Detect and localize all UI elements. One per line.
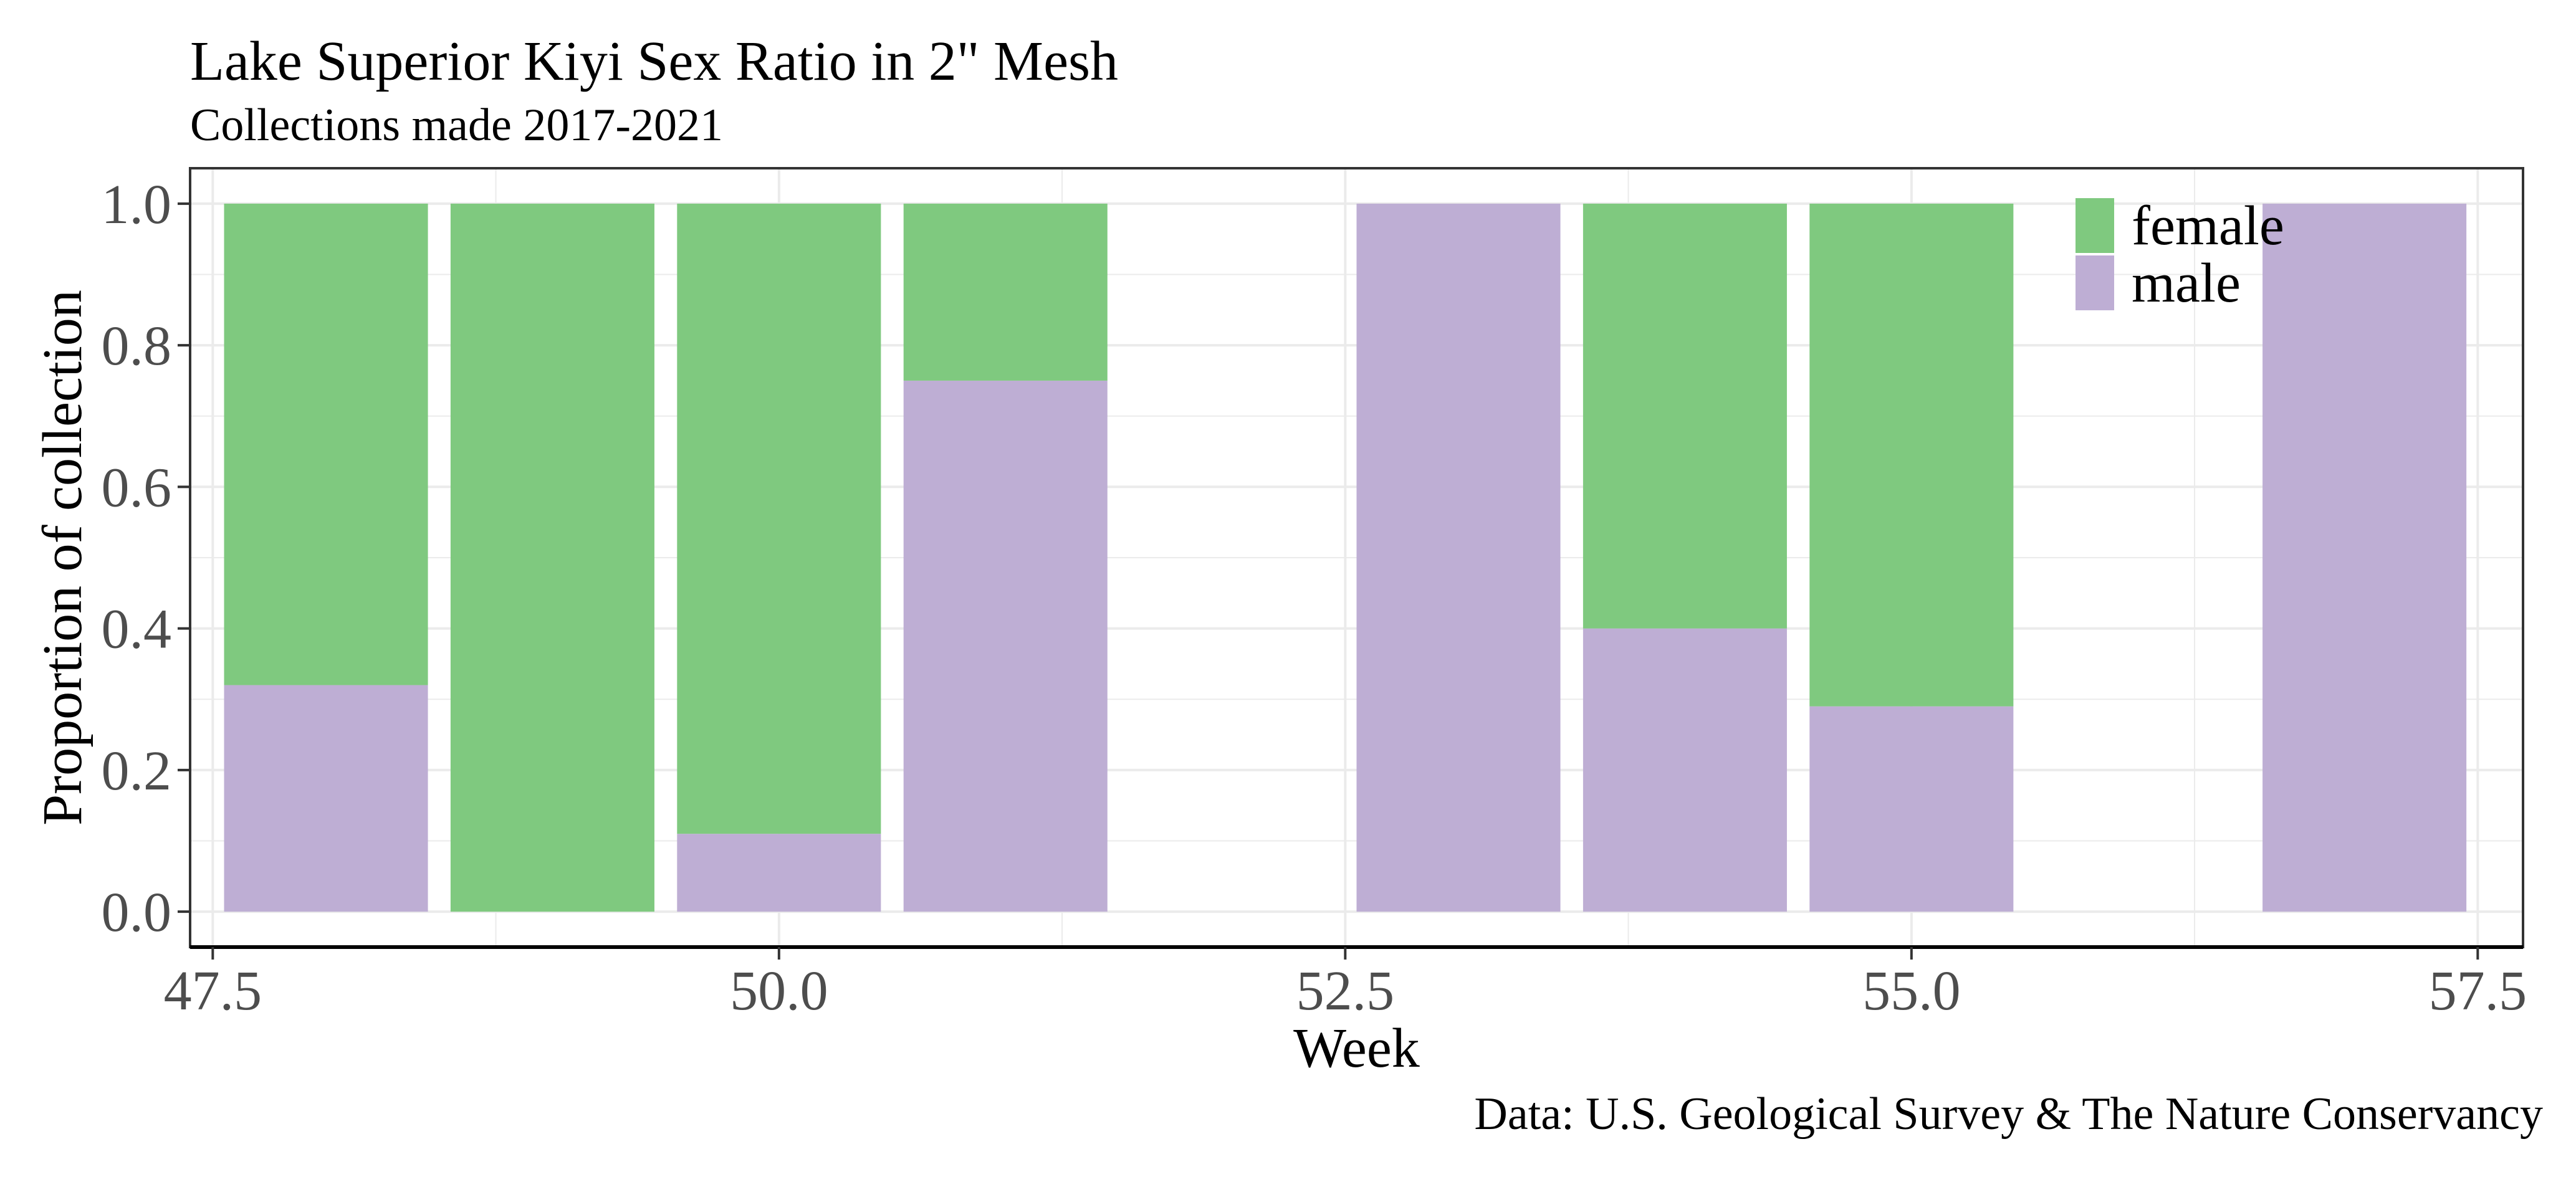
y-axis: 0.0 0.2 0.4 0.6 0.8 1.0: [102, 174, 190, 943]
y-axis-title: Proportion of collection: [32, 290, 93, 826]
bar-female: [450, 203, 654, 912]
bar-male: [1582, 628, 1787, 912]
y-tick-label: 0.0: [102, 882, 172, 943]
y-tick-label: 0.8: [102, 315, 172, 377]
chart-caption: Data: U.S. Geological Survey & The Natur…: [1474, 1089, 2543, 1140]
x-axis: 47.5 50.0 52.5 55.0 57.5: [164, 945, 2527, 1022]
y-tick-label: 0.4: [102, 599, 172, 660]
bar-male: [2262, 203, 2467, 912]
x-axis-title: Week: [1293, 1017, 1420, 1079]
x-tick-label: 57.5: [2429, 960, 2527, 1022]
x-tick-label: 55.0: [1862, 960, 1961, 1022]
legend-key-male: [2076, 255, 2114, 310]
bar-male: [677, 834, 881, 912]
x-tick-label: 47.5: [164, 960, 262, 1022]
legend-label-male: male: [2132, 252, 2241, 314]
bar-male: [903, 380, 1108, 912]
y-tick-label: 0.6: [102, 457, 172, 518]
y-tick-label: 0.2: [102, 740, 172, 802]
bar-female: [903, 203, 1108, 381]
y-tick-label: 1.0: [102, 174, 172, 236]
legend-label-female: female: [2132, 195, 2284, 257]
bar-female: [1582, 203, 1787, 629]
bars: [224, 203, 2467, 912]
bar-female: [224, 203, 428, 685]
bar-female: [1809, 203, 2014, 707]
bar-male: [224, 685, 428, 912]
x-tick-label: 52.5: [1296, 960, 1395, 1022]
chart-title: Lake Superior Kiyi Sex Ratio in 2" Mesh: [190, 31, 1118, 92]
bar-female: [677, 203, 881, 834]
bar-male: [1356, 203, 1561, 912]
chart-subtitle: Collections made 2017-2021: [190, 100, 723, 151]
x-tick-label: 50.0: [730, 960, 828, 1022]
bar-male: [1809, 706, 2014, 912]
legend-key-female: [2076, 198, 2114, 253]
